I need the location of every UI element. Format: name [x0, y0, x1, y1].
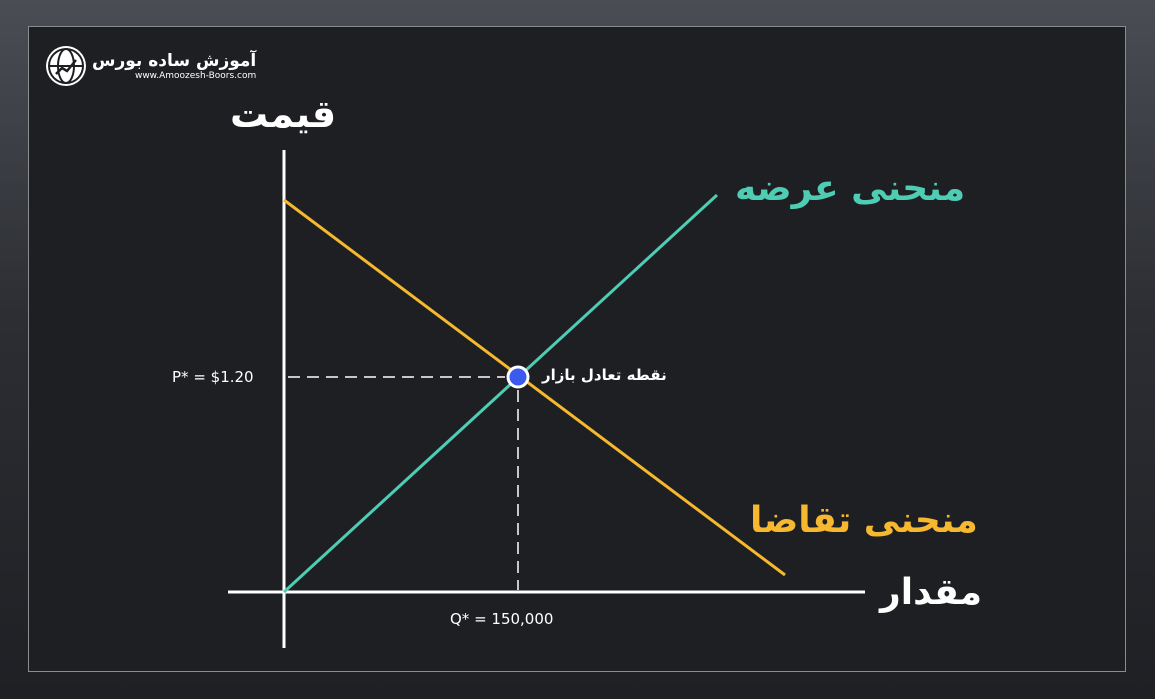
equilibrium-label: نقطه تعادل بازار: [542, 366, 667, 384]
logo-url: www.Amoozesh-Boors.com: [134, 70, 257, 81]
x-axis-label: مقدار: [880, 572, 983, 613]
diagram-panel: [28, 26, 1126, 672]
demand-curve-label: منحنی تقاضا: [750, 500, 978, 541]
supply-curve: [282, 193, 719, 594]
demand-curve: [283, 198, 786, 577]
quantity-label: Q* = 150,000: [450, 610, 554, 628]
equilibrium-point: [506, 365, 530, 389]
price-label: P* = $1.20: [172, 368, 254, 386]
logo: آموزش ساده بورس www.Amoozesh-Boors.com: [46, 46, 256, 86]
logo-name: آموزش ساده بورس: [92, 50, 257, 71]
globe-chart-icon: [46, 46, 86, 86]
supply-curve-label: منحنی عرضه: [735, 168, 966, 209]
y-axis-label: قیمت: [230, 92, 337, 136]
